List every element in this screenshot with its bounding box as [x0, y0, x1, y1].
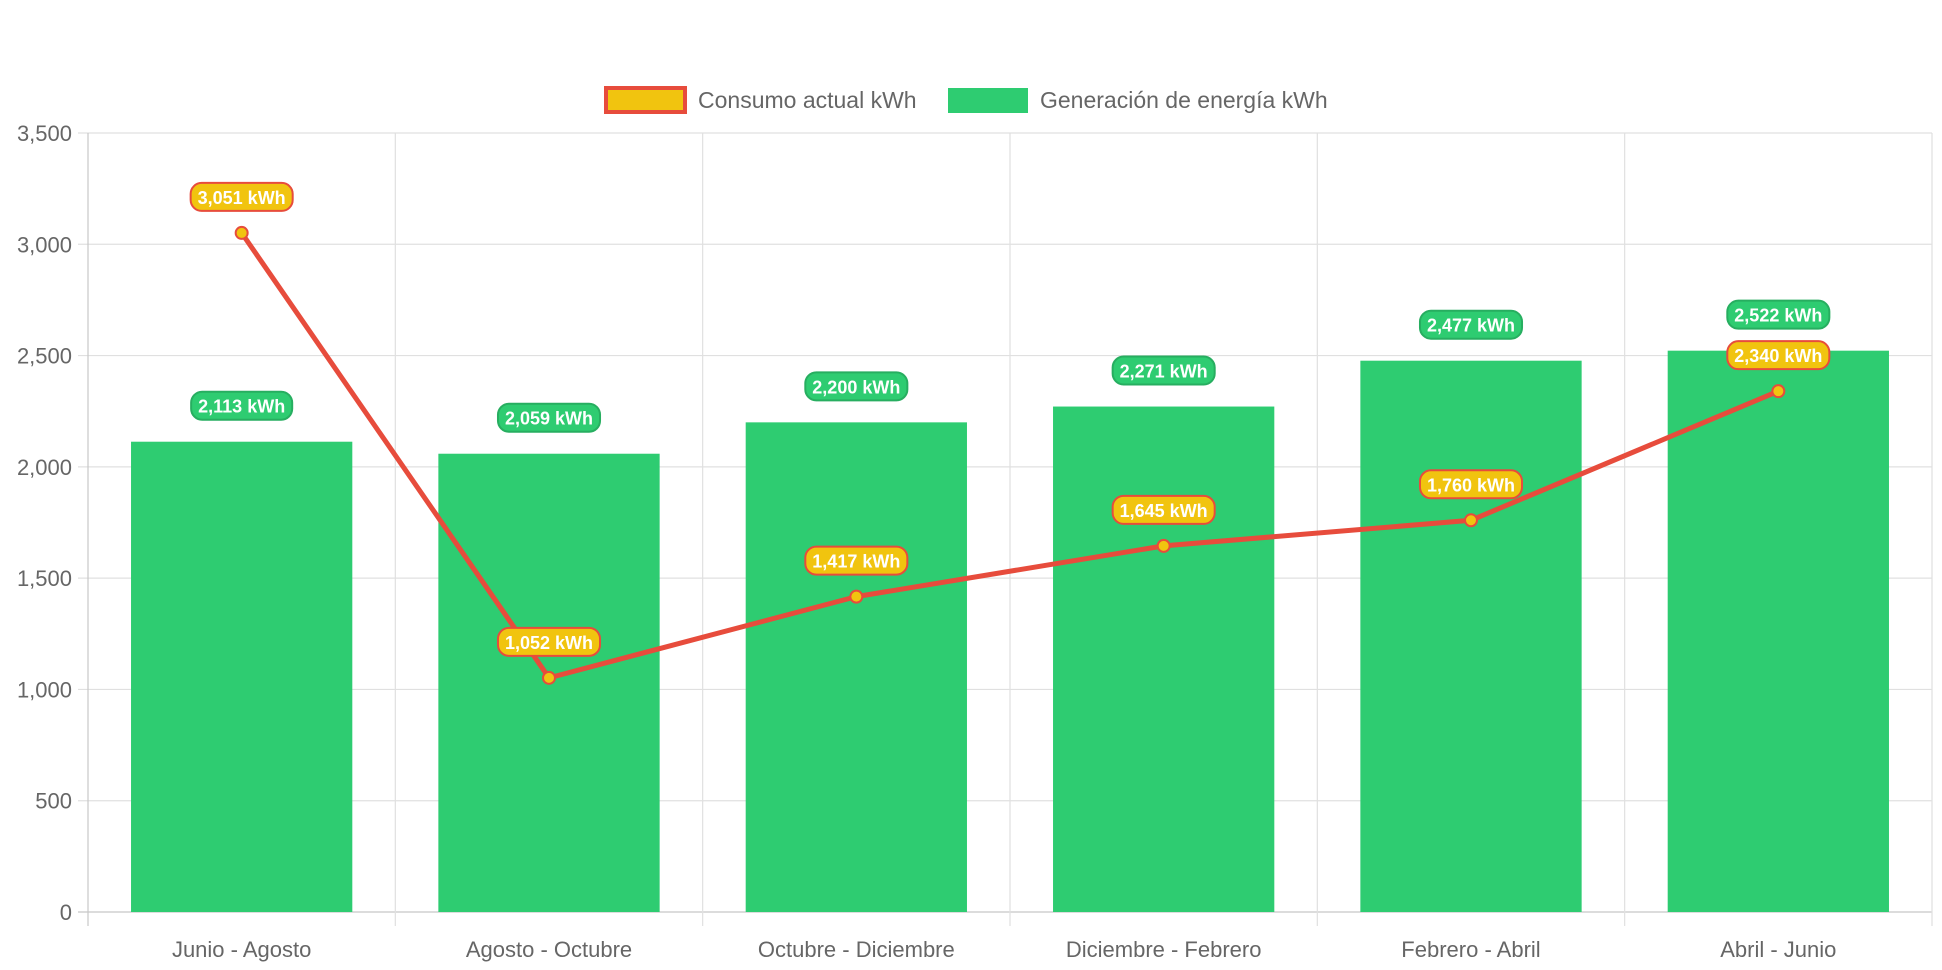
line-data-label: 1,645 kWh — [1111, 494, 1216, 525]
line-data-label: 1,760 kWh — [1418, 469, 1524, 500]
bar-data-label-bg — [190, 390, 294, 421]
data-labels: 2,113 kWh 2,059 kWh 2,200 kWh 2,271 kWh 2,47… — [189, 181, 1831, 657]
y-tick-label: 1,500 — [17, 566, 72, 591]
bar-data-label-bg — [496, 402, 602, 433]
y-tick-label: 0 — [60, 900, 72, 925]
line-data-label-bg — [1726, 340, 1831, 371]
bar-data-label-text: 2,477 kWh — [1427, 316, 1515, 336]
y-tick-label: 2,000 — [17, 455, 72, 480]
bar-data-label-bg — [804, 371, 909, 402]
bar-data-label-bg — [1111, 355, 1216, 386]
line-data-label-text: 1,645 kWh — [1120, 501, 1208, 521]
bar-data-label-text: 2,113 kWh — [198, 397, 285, 417]
legend: Consumo actual kWh Generación de energía… — [604, 86, 1328, 114]
bar-data-label-bg — [1726, 299, 1831, 330]
bar-data-label: 2,522 kWh — [1726, 299, 1831, 330]
x-tick-label: Agosto - Octubre — [466, 937, 632, 962]
line-point — [849, 589, 864, 604]
bar — [745, 422, 967, 912]
y-tick-label: 2,500 — [17, 344, 72, 369]
bar — [1053, 406, 1275, 912]
bar-data-label-text: 2,271 kWh — [1120, 362, 1208, 382]
line-point — [542, 670, 556, 685]
legend-label-generacion: Generación de energía kWh — [1040, 87, 1328, 113]
line-data-label-bg — [189, 181, 294, 212]
bar-data-label-bg — [1418, 309, 1524, 340]
line-data-label-text: 1,052 kWh — [505, 633, 593, 653]
bar-data-label-text: 2,059 kWh — [505, 409, 593, 429]
x-tick-label: Febrero - Abril — [1401, 937, 1540, 962]
bar — [1667, 350, 1889, 912]
line-point — [1771, 384, 1786, 399]
series-line — [239, 231, 1780, 681]
legend-swatch-generacion — [948, 88, 1028, 113]
line-data-label-bg — [1418, 469, 1524, 500]
bar-data-label: 2,477 kWh — [1418, 309, 1524, 340]
bar — [1360, 360, 1582, 913]
x-tick-label: Diciembre - Febrero — [1066, 937, 1262, 962]
x-tick-label: Octubre - Diciembre — [758, 937, 955, 962]
x-tick-label: Abril - Junio — [1720, 937, 1836, 962]
line-point — [1156, 538, 1171, 553]
y-tick-label: 500 — [35, 789, 72, 814]
bar — [131, 441, 353, 912]
bar-data-label: 2,271 kWh — [1111, 355, 1216, 386]
line-point — [1464, 513, 1478, 528]
line-series — [234, 225, 1786, 685]
bar-data-label: 2,113 kWh — [190, 390, 294, 421]
line-data-label: 2,340 kWh — [1726, 340, 1831, 371]
y-tick-label: 3,000 — [17, 232, 72, 257]
line-data-label-bg — [496, 626, 602, 657]
line-data-label: 3,051 kWh — [189, 181, 294, 212]
line-data-label-text: 3,051 kWh — [198, 188, 286, 208]
y-tick-label: 1,000 — [17, 677, 72, 702]
y-tick-label: 3,500 — [17, 121, 72, 146]
line-data-label: 1,052 kWh — [496, 626, 602, 657]
bar-series — [131, 350, 1889, 913]
line-data-label-text: 1,417 kWh — [812, 552, 900, 572]
legend-label-consumo: Consumo actual kWh — [698, 87, 917, 113]
line-data-label: 1,417 kWh — [804, 545, 909, 576]
bar-data-label-text: 2,200 kWh — [812, 377, 900, 397]
legend-swatch-consumo — [604, 86, 687, 114]
y-axis: 0 500 1,000 1,500 2,000 2,500 3,000 3,500 — [17, 121, 72, 925]
line-data-label-text: 2,340 kWh — [1734, 346, 1822, 366]
bar-data-label: 2,059 kWh — [496, 402, 602, 433]
grid — [78, 132, 1933, 926]
x-tick-label: Junio - Agosto — [172, 937, 311, 962]
bar-data-label: 2,200 kWh — [804, 371, 909, 402]
line-data-label-text: 1,760 kWh — [1427, 475, 1515, 495]
legend-item-consumo[interactable]: Consumo actual kWh — [604, 86, 917, 114]
legend-item-generacion[interactable]: Generación de energía kWh — [948, 87, 1328, 113]
line-data-label-bg — [804, 545, 909, 576]
x-axis: Junio - Agosto Agosto - Octubre Octubre - … — [172, 937, 1836, 962]
line-data-label-bg — [1111, 494, 1216, 525]
line-point — [234, 225, 249, 240]
bar-data-label-text: 2,522 kWh — [1734, 306, 1822, 326]
